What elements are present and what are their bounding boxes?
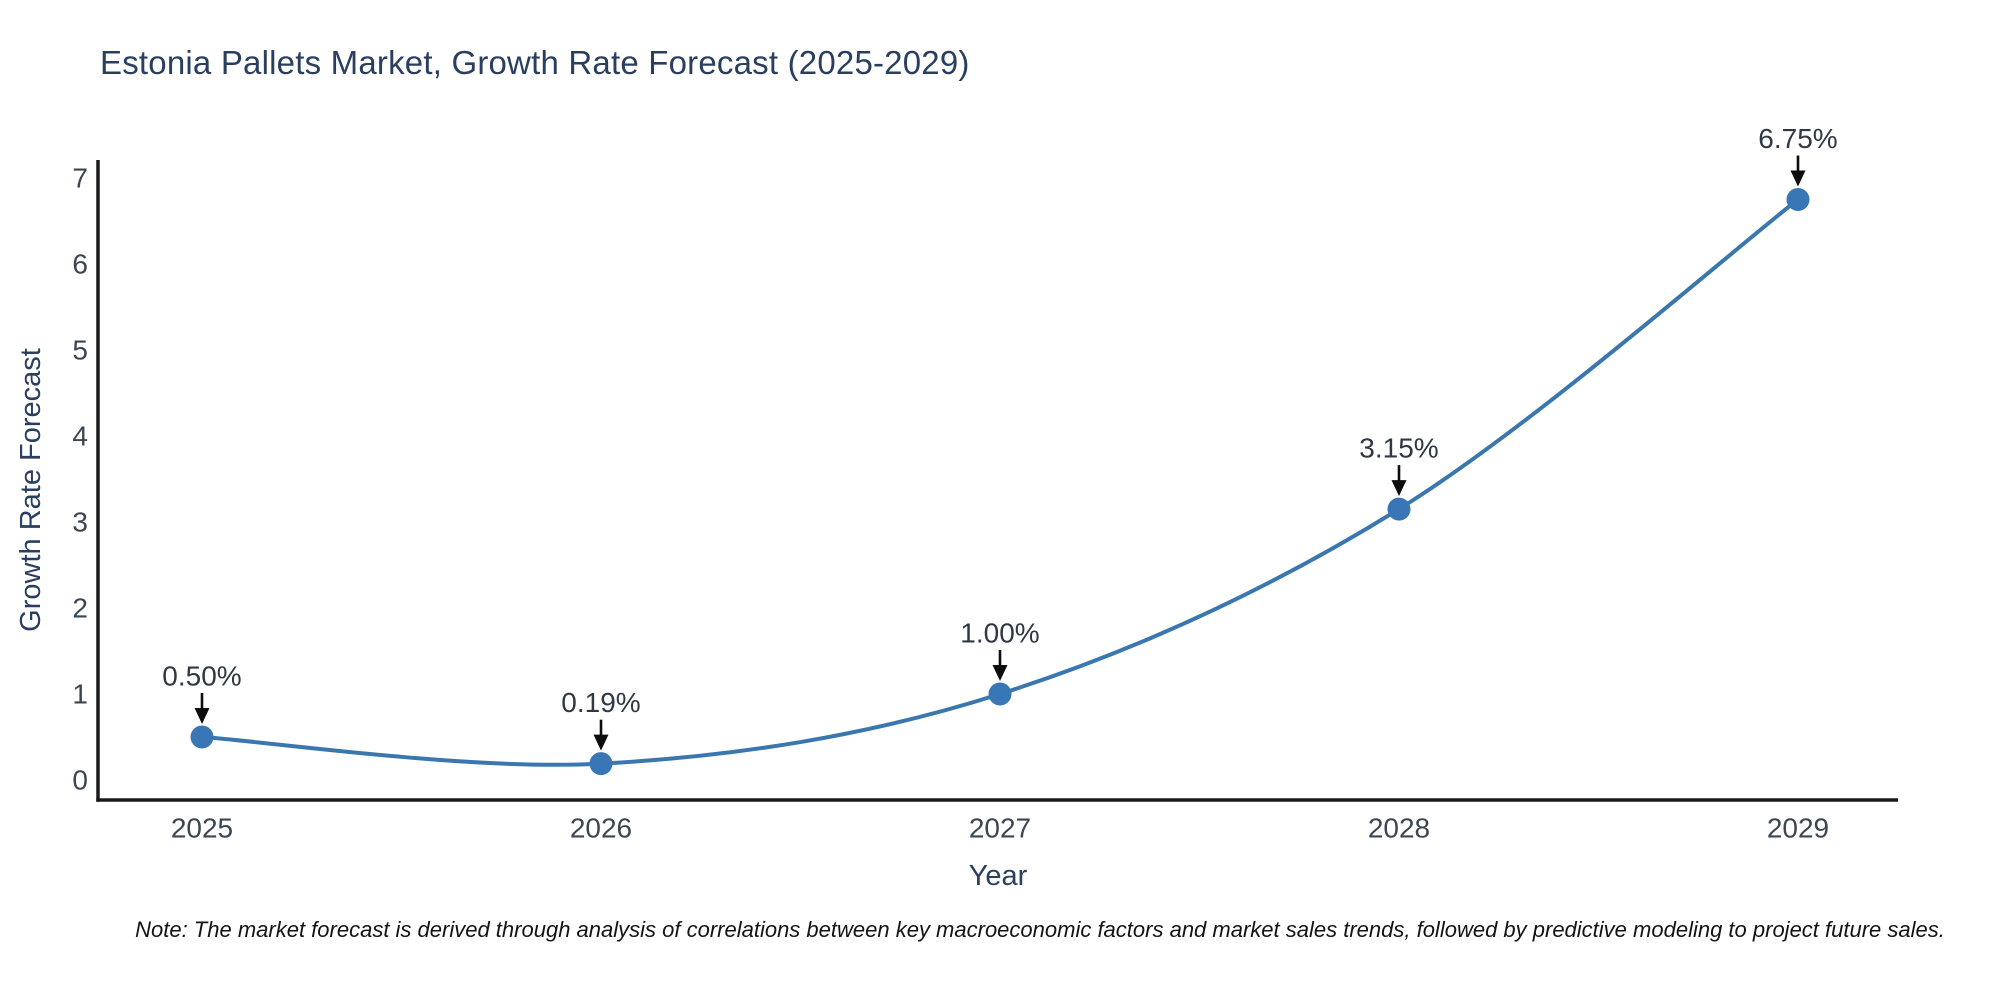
- data-point-marker: [988, 682, 1012, 706]
- annotation-arrow-head: [992, 665, 1008, 681]
- y-tick-label: 4: [72, 421, 88, 452]
- annotation-arrow-head: [593, 734, 609, 751]
- x-tick-label: 2028: [1368, 813, 1430, 844]
- x-axis-title: Year: [969, 860, 1028, 892]
- data-point-marker: [589, 752, 613, 776]
- chart-title: Estonia Pallets Market, Growth Rate Fore…: [100, 44, 970, 81]
- annotation-arrow-head: [1391, 480, 1407, 497]
- y-tick-label: 0: [72, 765, 88, 796]
- y-tick-label: 2: [72, 593, 88, 624]
- y-axis-title: Growth Rate Forecast: [15, 348, 47, 632]
- data-point-label: 0.19%: [561, 687, 640, 718]
- data-point-label: 6.75%: [1758, 123, 1837, 154]
- data-point-label: 0.50%: [162, 661, 241, 692]
- y-tick-label: 3: [72, 507, 88, 538]
- y-tick-label: 1: [72, 679, 88, 710]
- data-point-marker: [190, 725, 214, 749]
- data-point-label: 1.00%: [960, 618, 1039, 649]
- chart-footnote: Note: The market forecast is derived thr…: [135, 917, 1945, 942]
- x-tick-label: 2025: [171, 813, 233, 844]
- data-point-marker: [1387, 497, 1411, 521]
- data-point-marker: [1786, 188, 1810, 211]
- x-tick-label: 2027: [969, 813, 1031, 844]
- data-point-label: 3.15%: [1359, 433, 1438, 464]
- annotation-arrow-head: [1790, 170, 1806, 187]
- y-tick-label: 5: [72, 335, 88, 366]
- y-tick-label: 7: [72, 163, 88, 194]
- annotation-arrow-head: [194, 708, 210, 724]
- x-tick-label: 2026: [570, 813, 632, 844]
- x-tick-label: 2029: [1767, 813, 1829, 844]
- y-tick-label: 6: [72, 249, 88, 280]
